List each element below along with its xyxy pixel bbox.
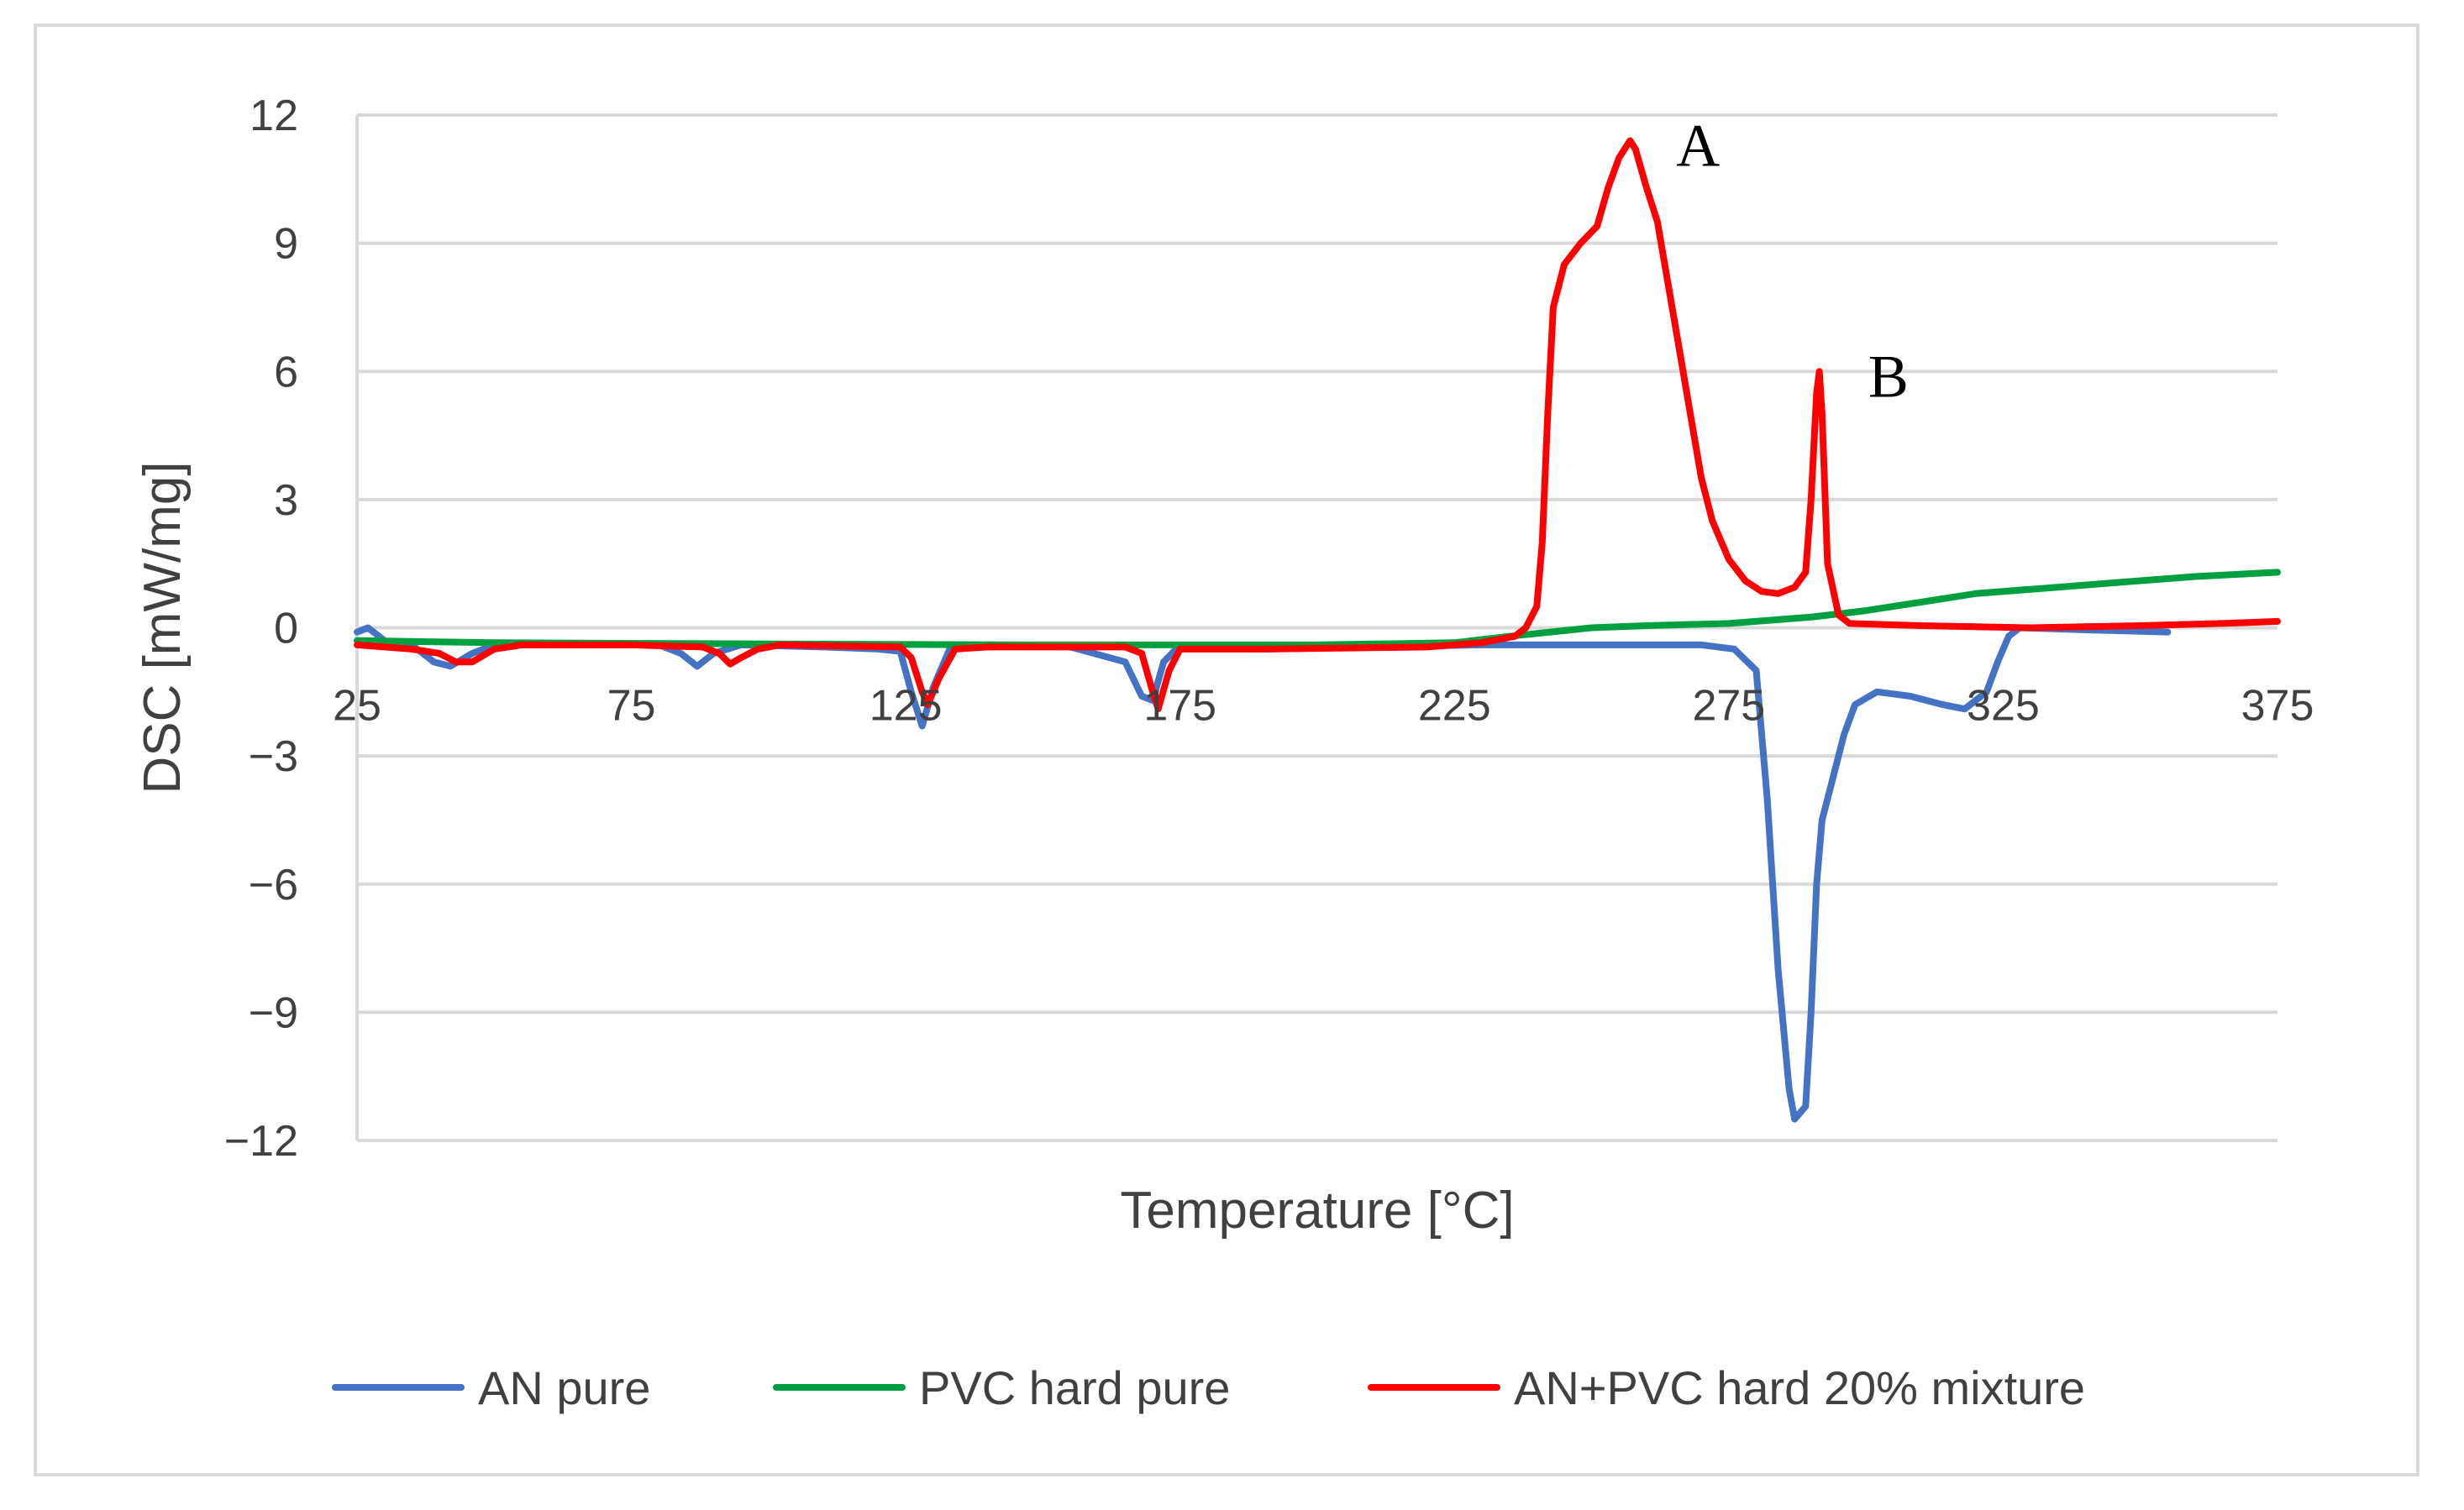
x-axis-title: Temperature [°C] xyxy=(1120,1182,1514,1240)
y-axis-title: DSC [mW/mg] xyxy=(134,461,192,794)
x-tick-labels: 25 75 125 175 225 275 325 375 xyxy=(333,682,2314,731)
y-tick-label: −9 xyxy=(249,988,298,1037)
chart-frame: 12 9 6 3 0 −3 −6 −9 −12 25 75 125 175 225 275 325 375 A… xyxy=(34,24,2419,1476)
x-tick-label: 125 xyxy=(869,682,943,731)
x-tick-label: 175 xyxy=(1143,682,1216,731)
y-tick-label: 6 xyxy=(274,348,298,396)
legend-label-an-pure: AN pure xyxy=(478,1361,650,1414)
annotations: AB xyxy=(1676,113,1909,411)
x-tick-label: 325 xyxy=(1967,682,2040,731)
y-tick-label: −12 xyxy=(224,1117,298,1166)
x-tick-label: 25 xyxy=(333,682,381,731)
legend: AN pure PVC hard pure AN+PVC hard 20% mixt… xyxy=(332,1361,2085,1414)
x-tick-label: 375 xyxy=(2241,682,2314,731)
legend-label-an-pvc-hard-20-mixture: AN+PVC hard 20% mixture xyxy=(1514,1361,2085,1414)
y-tick-label: −3 xyxy=(249,732,298,781)
y-tick-labels: 12 9 6 3 0 −3 −6 −9 −12 xyxy=(224,92,298,1166)
x-tick-label: 275 xyxy=(1692,682,1765,731)
series-line-an-pvc-hard-20-mixture xyxy=(354,137,2281,713)
gridlines xyxy=(355,113,2277,1142)
y-tick-label: 0 xyxy=(274,605,298,653)
y-tick-label: 9 xyxy=(274,220,298,269)
annotation-label: A xyxy=(1676,113,1720,180)
series-line-pvc-hard-pure xyxy=(354,569,2281,648)
y-tick-label: 3 xyxy=(274,476,298,525)
legend-label-pvc-hard-pure: PVC hard pure xyxy=(919,1361,1230,1414)
x-tick-label: 225 xyxy=(1418,682,1491,731)
dsc-chart: 12 9 6 3 0 −3 −6 −9 −12 25 75 125 175 225 275 325 375 A… xyxy=(134,92,2314,1414)
annotation-label: B xyxy=(1868,343,1909,410)
x-tick-label: 75 xyxy=(607,682,656,731)
series-lines xyxy=(354,137,2281,1123)
y-tick-label: 12 xyxy=(250,92,298,140)
y-tick-label: −6 xyxy=(249,861,298,910)
